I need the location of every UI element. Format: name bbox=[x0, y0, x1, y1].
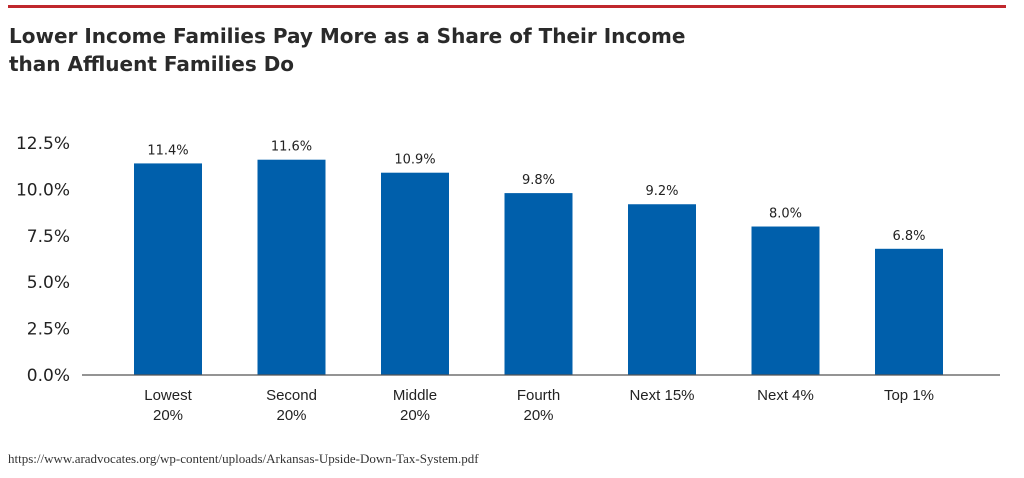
bar bbox=[751, 226, 820, 375]
source-url: https://www.aradvocates.org/wp-content/u… bbox=[8, 451, 479, 466]
x-tick-label: Top 1% bbox=[884, 387, 934, 404]
data-label: 9.8% bbox=[522, 173, 555, 188]
chart-title-line-1: Lower Income Families Pay More as a Shar… bbox=[9, 24, 686, 48]
y-tick-label: 2.5% bbox=[27, 320, 70, 340]
x-tick-label: Next 4% bbox=[757, 387, 814, 404]
y-tick-label: 5.0% bbox=[27, 273, 70, 293]
bar bbox=[257, 159, 326, 375]
x-axis: Lowest 20% Second 20% Middle 20% Fourth 20% Next… bbox=[82, 374, 1000, 424]
bar bbox=[875, 248, 943, 375]
x-tick-label: Lowest 20% bbox=[144, 387, 192, 424]
y-tick-label: 0.0% bbox=[27, 366, 70, 386]
chart-title: Lower Income Families Pay More as a Shar… bbox=[9, 22, 709, 78]
bar bbox=[381, 172, 449, 375]
bars: 11.4% 11.6% 10.9% 9.8% 9.2% 8.0% 6.8% bbox=[134, 140, 943, 375]
data-label: 11.6% bbox=[271, 140, 312, 155]
data-label: 9.2% bbox=[645, 184, 678, 199]
y-tick-label: 7.5% bbox=[27, 227, 70, 247]
x-tick-label: Second 20% bbox=[266, 387, 317, 424]
data-label: 8.0% bbox=[769, 207, 802, 222]
y-tick-label: 12.5% bbox=[16, 134, 70, 154]
data-label: 10.9% bbox=[394, 153, 435, 168]
y-tick-label: 10.0% bbox=[16, 180, 70, 200]
top-accent-bar bbox=[8, 5, 1006, 8]
data-label: 11.4% bbox=[147, 143, 188, 158]
data-label: 6.8% bbox=[892, 229, 925, 244]
bar bbox=[134, 163, 202, 375]
x-tick-label: Middle 20% bbox=[393, 387, 437, 424]
bar-chart: 0.0% 2.5% 5.0% 7.5% 10.0% 12.5% 11.4% 11.6% 10.… bbox=[16, 134, 1000, 424]
x-tick-label: Next 15% bbox=[629, 387, 694, 404]
y-axis: 0.0% 2.5% 5.0% 7.5% 10.0% 12.5% bbox=[16, 134, 70, 386]
bar bbox=[628, 204, 696, 375]
bar bbox=[504, 193, 573, 375]
x-tick-label: Fourth 20% bbox=[517, 387, 560, 424]
chart-title-line-2: than Affluent Families Do bbox=[9, 52, 295, 76]
